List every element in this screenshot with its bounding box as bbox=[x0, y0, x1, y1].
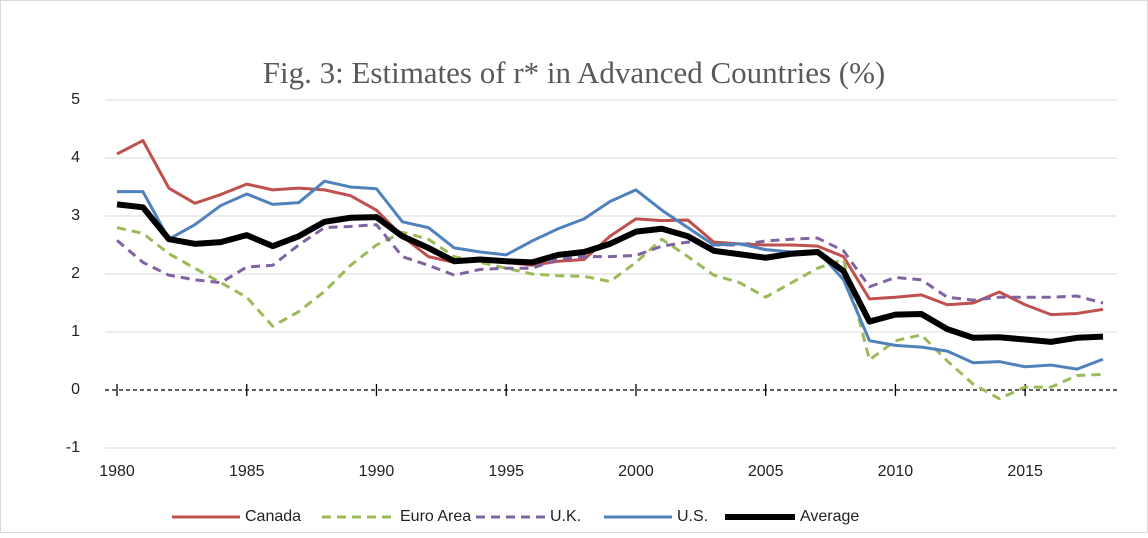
legend-label: Average bbox=[800, 508, 859, 525]
x-tick-label: 1995 bbox=[488, 463, 524, 480]
series-line bbox=[116, 226, 1104, 401]
y-tick-label: 4 bbox=[71, 149, 80, 166]
y-tick-label: 5 bbox=[71, 91, 80, 108]
y-tick-label: 2 bbox=[71, 265, 80, 282]
x-tick-label: 2005 bbox=[748, 463, 784, 480]
y-tick-label: 0 bbox=[71, 381, 80, 398]
legend-label: U.S. bbox=[677, 508, 708, 525]
legend-label: U.K. bbox=[550, 508, 581, 525]
x-tick-label: 2000 bbox=[618, 463, 654, 480]
x-tick-label: 1990 bbox=[359, 463, 395, 480]
chart-title: Fig. 3: Estimates of r* in Advanced Coun… bbox=[263, 55, 885, 90]
y-tick-label: -1 bbox=[66, 439, 80, 456]
y-tick-label: 3 bbox=[71, 207, 80, 224]
series-line bbox=[116, 139, 1104, 317]
legend-label: Canada bbox=[245, 508, 301, 525]
series-line bbox=[117, 179, 1104, 371]
series-line bbox=[116, 201, 1104, 345]
y-tick-label: 1 bbox=[71, 323, 80, 340]
x-tick-label: 1980 bbox=[99, 463, 135, 480]
legend-label: Euro Area bbox=[400, 508, 471, 525]
x-tick-label: 2015 bbox=[1007, 463, 1043, 480]
x-tick-label: 2010 bbox=[878, 463, 914, 480]
series-line bbox=[116, 223, 1104, 305]
x-tick-label: 1985 bbox=[229, 463, 265, 480]
